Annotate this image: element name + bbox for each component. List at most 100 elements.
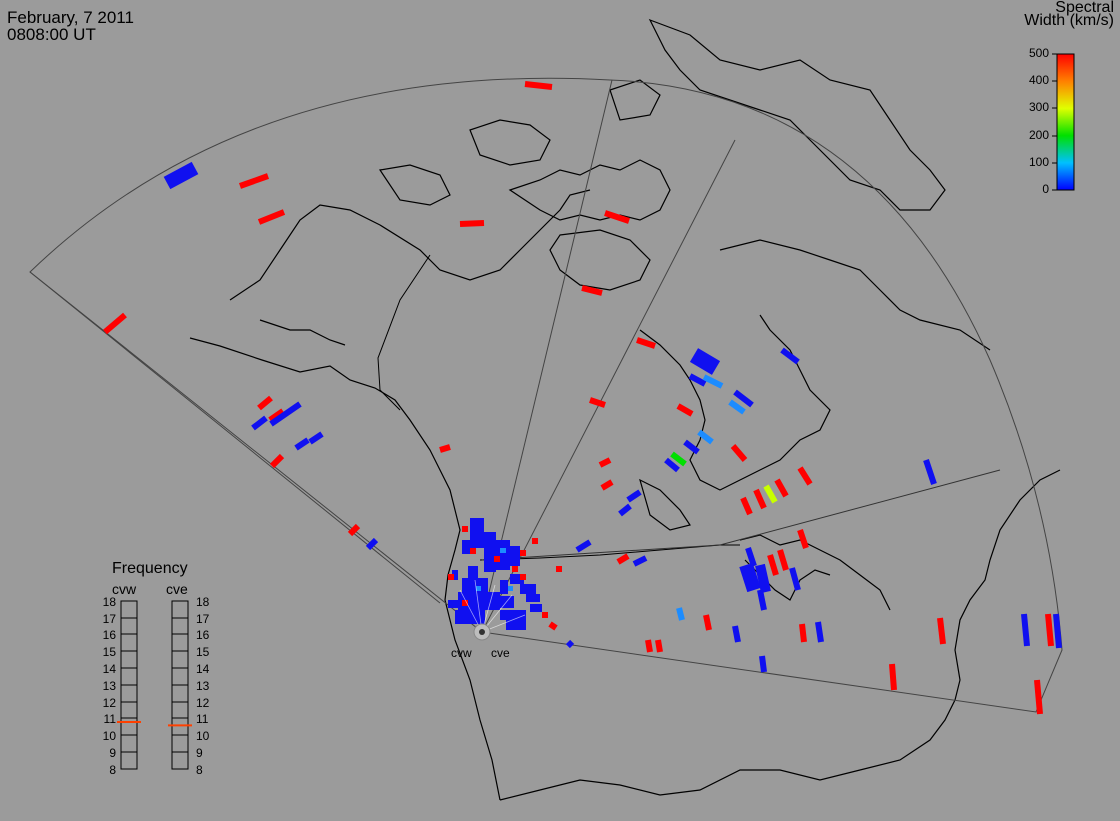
echo-cell	[697, 429, 714, 445]
echo-cell	[664, 457, 680, 473]
echo-cell	[774, 478, 789, 498]
cve-tick-label: 10	[196, 729, 210, 743]
echo-cell	[616, 553, 630, 565]
echo-cell	[1034, 679, 1043, 715]
echo-cell	[676, 403, 694, 417]
colorbar-tick-label: 0	[1042, 182, 1049, 196]
echo-cell	[753, 488, 767, 510]
echo-cell	[347, 523, 361, 537]
echo-cell	[604, 210, 630, 224]
echo-cell	[780, 347, 800, 365]
echo-cell	[689, 348, 721, 375]
cve-tick-label: 16	[196, 628, 210, 642]
colorbar-tick-label: 500	[1028, 46, 1049, 60]
echo-cell	[733, 389, 754, 408]
echo-cell	[548, 621, 558, 631]
radar-label-cve: cve	[491, 646, 510, 660]
echo-cell	[524, 81, 553, 90]
echo-cell	[581, 285, 603, 296]
echo-cell	[1045, 613, 1054, 647]
near-range-cluster	[448, 518, 542, 630]
observation-date: February, 7 2011	[7, 8, 134, 27]
cve-tick-label: 18	[196, 595, 210, 609]
echo-cell	[815, 621, 824, 643]
colorbar-tick-label: 200	[1028, 128, 1049, 142]
echo-cell	[730, 444, 748, 462]
echo-cell	[163, 161, 199, 190]
echo-cell	[702, 374, 724, 389]
coastlines	[189, 18, 1061, 801]
echo-cell	[683, 439, 700, 455]
echo-cell	[365, 537, 379, 551]
radar-backscatter	[103, 81, 1062, 715]
echo-cell	[459, 220, 485, 227]
cvw-tick-label: 8	[109, 763, 116, 777]
echo-cell	[600, 479, 614, 491]
cvw-tick-label: 12	[102, 696, 116, 710]
echo-cell	[1021, 613, 1030, 647]
cve-tick-label: 9	[196, 746, 203, 760]
echo-cell	[565, 639, 575, 649]
near-range-cyan	[476, 548, 513, 591]
cvw-tick-label: 18	[102, 595, 116, 609]
echo-cell	[251, 415, 268, 431]
echo-cell	[238, 173, 270, 189]
echo-cell	[269, 401, 302, 427]
echo-cell	[889, 663, 897, 691]
echo-cell	[439, 444, 451, 453]
echo-cell	[797, 466, 813, 486]
echo-cell	[670, 451, 687, 467]
echo-cell	[257, 395, 273, 411]
echo-cell	[676, 607, 685, 621]
cve-tick-label: 15	[196, 645, 210, 659]
colorbar-tick-label: 300	[1028, 100, 1049, 114]
echo-cell	[745, 547, 757, 567]
echo-cell	[777, 549, 789, 571]
echo-cell	[937, 617, 946, 645]
cvw-tick-label: 13	[102, 679, 116, 693]
echo-cell	[636, 337, 656, 349]
echo-cell	[789, 567, 801, 591]
echo-cell	[618, 503, 632, 517]
cvw-tick-label: 14	[102, 662, 116, 676]
echo-cell	[103, 312, 127, 335]
echo-cell	[755, 563, 771, 594]
echo-cell	[308, 431, 324, 445]
colorbar-tick-label: 400	[1028, 73, 1049, 87]
cve-tick-label: 17	[196, 612, 210, 626]
frequency-gridlines	[121, 617, 188, 753]
echo-cell	[269, 453, 285, 469]
colorbar-gradient	[1056, 53, 1075, 191]
echo-cell	[575, 539, 592, 553]
echo-cell	[703, 614, 712, 631]
echo-cell	[797, 529, 809, 549]
borders	[377, 254, 740, 561]
echo-cell	[767, 554, 779, 576]
echo-cell	[598, 457, 612, 468]
cvw-tick-label: 17	[102, 612, 116, 626]
echo-cell	[645, 639, 653, 653]
cve-tick-label: 13	[196, 679, 210, 693]
colorbar-title-line1: Spectral	[1055, 0, 1114, 16]
cve-tick-label: 8	[196, 763, 203, 777]
cvw-tick-label: 10	[102, 729, 116, 743]
echo-cell	[799, 623, 807, 643]
echo-cell	[688, 373, 707, 387]
frequency-label-cve: cve	[166, 581, 188, 597]
echo-cell	[757, 589, 767, 611]
echo-cell	[923, 459, 937, 485]
echo-cell	[257, 209, 286, 225]
cve-tick-label: 12	[196, 696, 210, 710]
observation-time: 0808:00 UT	[7, 25, 96, 44]
echo-cell	[759, 655, 767, 673]
echo-cell	[732, 625, 741, 643]
cvw-tick-label: 16	[102, 628, 116, 642]
colorbar-ticks	[1052, 53, 1057, 191]
frequency-label-cvw: cvw	[112, 581, 137, 597]
cve-tick-label: 14	[196, 662, 210, 676]
radar-label-cvw: cvw	[451, 646, 472, 660]
radar-site-dot	[479, 629, 485, 635]
echo-cell	[589, 397, 606, 408]
